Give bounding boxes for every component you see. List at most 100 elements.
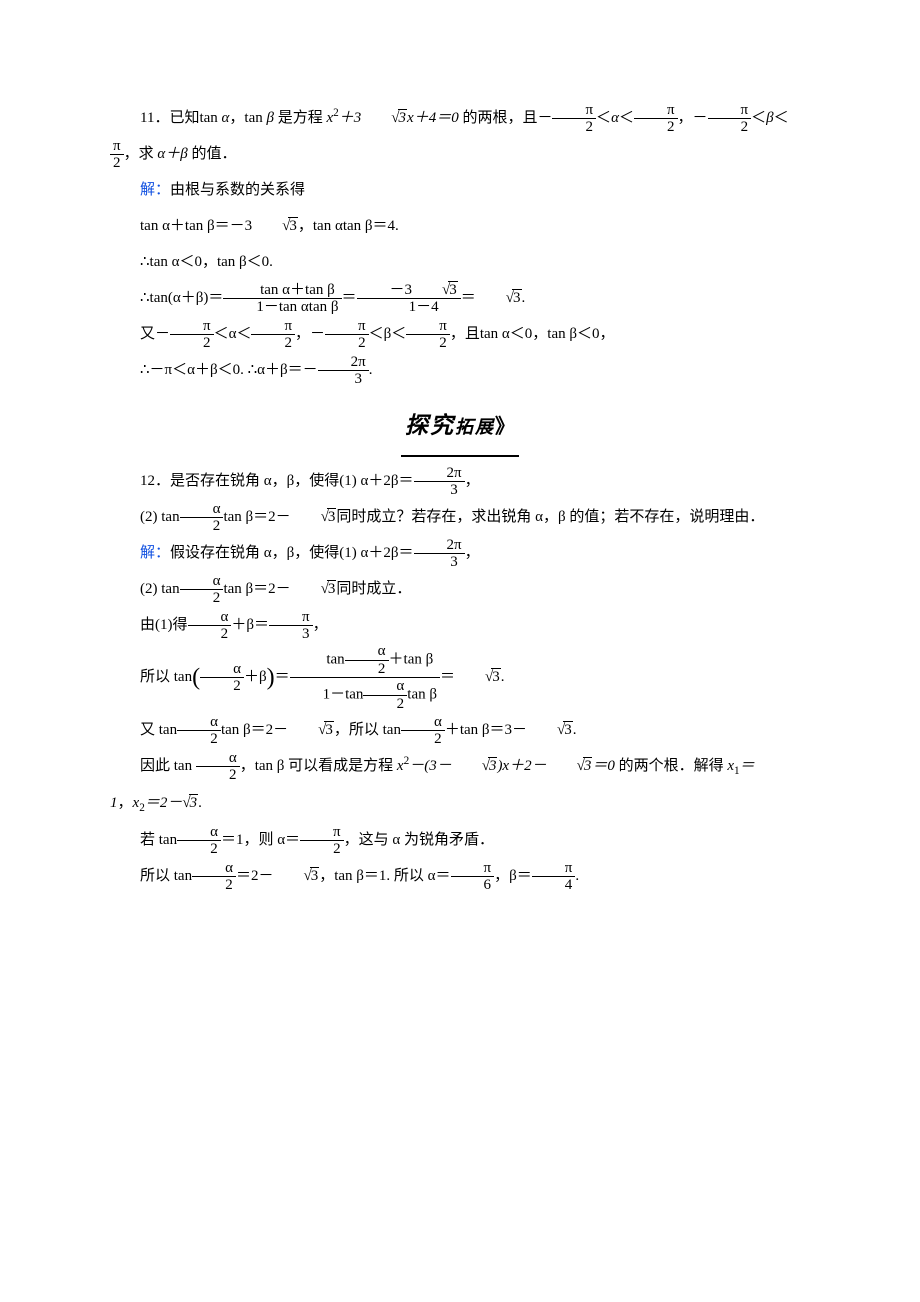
solution-11-l1: 解：由根与系数的关系得 (110, 172, 810, 208)
text: tan α＋tan β＝－3 (140, 218, 252, 234)
frac-pi-2: π2 (110, 138, 124, 172)
solution-12-l7: 若 tanα2＝1，则 α＝π2，这与 α 为锐角矛盾． (110, 822, 810, 858)
text: ∴tan(α＋β)＝ (140, 290, 223, 306)
period: . (198, 795, 202, 811)
sqrt3: √3 (291, 499, 337, 535)
solution-12-l6: 因此 tan α2，tan β 可以看成是方程 x2－(3－√3)x＋2－√3＝… (110, 748, 810, 785)
period: . (501, 669, 505, 685)
heading-label: 探究拓展》 (401, 398, 519, 457)
frac-alpha-2: α2 (188, 609, 232, 643)
text: ，－ (295, 326, 325, 342)
text: 所以 tan (140, 868, 192, 884)
text: ＜β＜ (369, 326, 407, 342)
frac-pi-2: π2 (300, 824, 344, 858)
solution-11-l5: 又－π2＜α＜π2，－π2＜β＜π2，且tan α＜0，tan β＜0， (110, 316, 810, 352)
text: ＜α＜ (214, 326, 252, 342)
solution-12-l6b: 1，x2＝2－√3. (110, 785, 810, 822)
solution-11-l3: ∴tan α＜0，tan β＜0. (110, 244, 810, 280)
text: ，这与 α 为锐角矛盾． (344, 832, 494, 848)
text: ， (313, 617, 328, 633)
frac-alpha-2: α2 (196, 750, 240, 784)
text: ，β＝ (494, 868, 532, 884)
lt: ＜ (751, 110, 766, 126)
period: . (522, 290, 526, 306)
text: 又－ (140, 326, 170, 342)
text: tan β＝2－ (223, 581, 290, 597)
text: ，求 (124, 146, 158, 162)
solution-12-l2: (2) tanα2tan β＝2－√3同时成立． (110, 571, 810, 607)
lt: ＜ (774, 110, 789, 126)
text: 又 tan (140, 722, 177, 738)
frac-alpha-2: α2 (177, 824, 221, 858)
solution-12-l5: 又 tanα2tan β＝2－√3，所以 tanα2＋tan β＝3－√3. (110, 712, 810, 748)
heading-sub: 拓展 (455, 417, 495, 437)
eq: ＝ (440, 669, 455, 685)
frac-pi-2: π2 (170, 318, 214, 352)
frac-pi-2: π2 (406, 318, 450, 352)
frac-pi-4: π4 (532, 860, 576, 894)
frac-value: －3√31－4 (357, 282, 461, 316)
text: ，－ (678, 110, 708, 126)
text: ，且tan α＜0，tan β＜0， (450, 326, 615, 342)
solution-12-l4: 所以 tan(α2＋β)＝tanα2＋tan β1－tanα2tan β＝√3. (110, 643, 810, 712)
frac-alpha-2: α2 (180, 573, 224, 607)
sqrt3: √3 (291, 571, 337, 607)
sqrt3: √3 (527, 712, 573, 748)
text: ，所以 tan (334, 722, 401, 738)
frac-2pi-3: 2π3 (318, 354, 369, 388)
text: 因此 tan (140, 758, 196, 774)
frac-pi-6: π6 (451, 860, 495, 894)
frac-pi-2: π2 (708, 102, 752, 136)
page: 11．已知tan α，tan β 是方程 x2＋3√3x＋4＝0 的两根，且－π… (0, 0, 920, 1302)
solution-12-l1: 解：假设存在锐角 α，β，使得(1) α＋2β＝2π3， (110, 535, 810, 571)
solution-11-l2: tan α＋tan β＝－3√3，tan αtan β＝4. (110, 208, 810, 244)
frac-pi-2: π2 (325, 318, 369, 352)
frac-alpha-2: α2 (200, 661, 244, 695)
frac-2pi-3: 2π3 (414, 465, 465, 499)
x1: x1＝ (727, 758, 754, 774)
problem-number: 12． (140, 473, 170, 489)
text: ∴tan α＜0，tan β＜0. (140, 254, 273, 270)
text: (2) tan (140, 581, 180, 597)
text: ，tan β 可以看成是方程 (240, 758, 397, 774)
text: 由(1)得 (140, 617, 188, 633)
eq: ＝ (461, 290, 476, 306)
frac-alpha-2: α2 (192, 860, 236, 894)
solution-label: 解： (140, 182, 170, 198)
eq: ＝ (275, 669, 290, 685)
text: ，tan (229, 110, 266, 126)
sqrt3: √3 (455, 659, 501, 695)
text: ＝2－ (236, 868, 274, 884)
equation: x2－(3－√3)x＋2－√3＝0 (397, 758, 615, 774)
text: ， (118, 795, 133, 811)
problem-11-line2: π2，求 α＋β 的值． (110, 136, 810, 172)
text: tan β＝2－ (223, 509, 290, 525)
text: 假设存在锐角 α，β，使得(1) α＋2β＝ (170, 545, 413, 561)
problem-number: 11． (140, 110, 169, 126)
solution-label: 解： (140, 545, 170, 561)
text: ＋β＝ (231, 617, 269, 633)
text: 若 tan (140, 832, 177, 848)
text: tan β＝2－ (221, 722, 288, 738)
alpha: α (611, 110, 619, 126)
sqrt3: √3 (288, 712, 334, 748)
big-frac: tanα2＋tan β1－tanα2tan β (290, 643, 440, 712)
text: (2) tan (140, 509, 180, 525)
text: 所以 tan (140, 669, 192, 685)
solution-12-l8: 所以 tanα2＝2－√3，tan β＝1. 所以 α＝π6，β＝π4. (110, 858, 810, 894)
eq: ＝ (342, 290, 357, 306)
sum: α＋β (157, 146, 187, 162)
text: ＝1，则 α＝ (221, 832, 300, 848)
beta: β (766, 110, 773, 126)
sqrt3: √3 (476, 280, 522, 316)
text: ，tan β＝1. 所以 α＝ (319, 868, 450, 884)
equation: x2＋3√3x＋4＝0 (326, 110, 458, 126)
x2: x2＝2－√3 (133, 795, 199, 811)
frac-pi-2: π2 (634, 102, 678, 136)
lt: ＜ (596, 110, 611, 126)
text: 的值． (188, 146, 237, 162)
section-heading: 探究拓展》 (110, 398, 810, 457)
text: 同时成立． (336, 581, 411, 597)
text: ∴－π＜α＋β＜0. ∴α＋β＝－ (140, 362, 318, 378)
problem-11-line1: 11．已知tan α，tan β 是方程 x2＋3√3x＋4＝0 的两根，且－π… (110, 100, 810, 136)
